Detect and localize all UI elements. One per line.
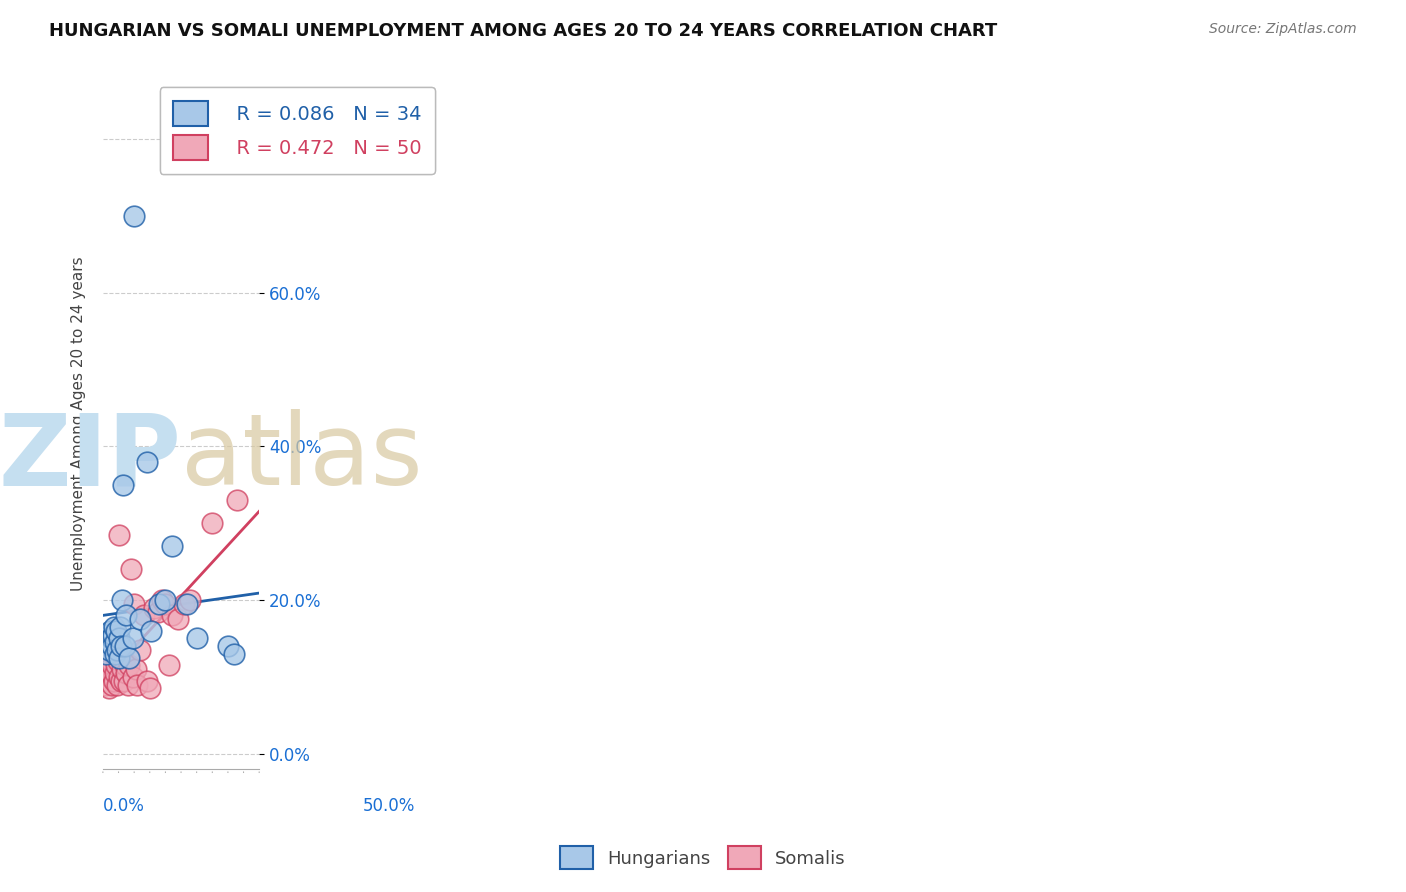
Point (97, 662, 120, 676)
Text: atlas: atlas (181, 409, 423, 507)
Point (110, 673, 132, 688)
Point (111, 593, 134, 607)
Point (127, 677, 149, 691)
Point (101, 647, 124, 661)
Point (94, 658, 117, 673)
Point (129, 612, 152, 626)
Point (93, 627, 115, 641)
Point (167, 612, 190, 626)
Point (114, 658, 136, 673)
Point (120, 562, 142, 576)
Point (93, 666, 115, 681)
Point (122, 597, 145, 611)
Point (179, 593, 201, 607)
Point (122, 209, 145, 223)
Point (100, 655, 122, 669)
Text: ZIP: ZIP (0, 409, 181, 507)
Point (115, 608, 138, 623)
Point (104, 635, 127, 649)
Point (101, 658, 124, 673)
Point (98, 681, 121, 696)
Text: HUNGARIAN VS SOMALI UNEMPLOYMENT AMONG AGES 20 TO 24 YEARS CORRELATION CHART: HUNGARIAN VS SOMALI UNEMPLOYMENT AMONG A… (49, 22, 997, 40)
Point (155, 597, 177, 611)
Point (160, 539, 183, 553)
Y-axis label: Unemployment Among Ages 20 to 24 years: Unemployment Among Ages 20 to 24 years (72, 256, 86, 591)
Point (148, 597, 170, 611)
Point (141, 624, 163, 638)
Point (98, 624, 121, 638)
Point (105, 643, 128, 657)
Point (129, 643, 152, 657)
Point (94, 677, 117, 691)
Point (155, 593, 177, 607)
Point (101, 627, 124, 641)
Point (121, 670, 143, 684)
Point (104, 666, 127, 681)
Point (100, 632, 122, 646)
Point (97, 635, 120, 649)
Point (111, 662, 134, 676)
Point (108, 620, 131, 634)
Point (186, 632, 208, 646)
Point (104, 647, 127, 661)
Point (114, 639, 136, 653)
Point (217, 639, 239, 653)
Point (115, 666, 138, 681)
Point (112, 673, 135, 688)
Point (157, 658, 180, 673)
Point (108, 647, 131, 661)
Point (132, 608, 155, 623)
Point (173, 597, 195, 611)
Point (146, 605, 169, 619)
Text: 0.0%: 0.0% (103, 797, 145, 814)
Point (101, 639, 124, 653)
Point (108, 670, 131, 684)
Legend:   R = 0.086   N = 34,   R = 0.472   N = 50: R = 0.086 N = 34, R = 0.472 N = 50 (159, 87, 434, 174)
Point (104, 639, 127, 653)
Point (121, 632, 143, 646)
Point (139, 681, 162, 696)
Point (98, 643, 121, 657)
Point (103, 673, 125, 688)
Point (94, 647, 117, 661)
Legend: Hungarians, Somalis: Hungarians, Somalis (551, 838, 855, 879)
Point (112, 650, 135, 665)
Point (94, 655, 117, 669)
Point (226, 493, 249, 508)
Point (105, 624, 128, 638)
Point (105, 677, 128, 691)
Point (118, 658, 141, 673)
Point (201, 516, 224, 531)
Point (110, 639, 132, 653)
Point (176, 597, 198, 611)
Text: Source: ZipAtlas.com: Source: ZipAtlas.com (1209, 22, 1357, 37)
Point (103, 620, 125, 634)
Point (98, 670, 121, 684)
Point (96, 673, 118, 688)
Point (107, 632, 129, 646)
Point (108, 650, 131, 665)
Point (135, 455, 157, 469)
Point (125, 662, 148, 676)
Point (135, 673, 157, 688)
Point (105, 658, 128, 673)
Text: 50.0%: 50.0% (363, 797, 415, 814)
Point (118, 650, 141, 665)
Point (150, 593, 173, 607)
Point (100, 677, 122, 691)
Point (107, 527, 129, 541)
Point (117, 677, 139, 691)
Point (112, 477, 135, 491)
Point (107, 655, 129, 669)
Point (160, 608, 183, 623)
Point (143, 600, 166, 615)
Point (224, 647, 246, 661)
Point (97, 666, 120, 681)
